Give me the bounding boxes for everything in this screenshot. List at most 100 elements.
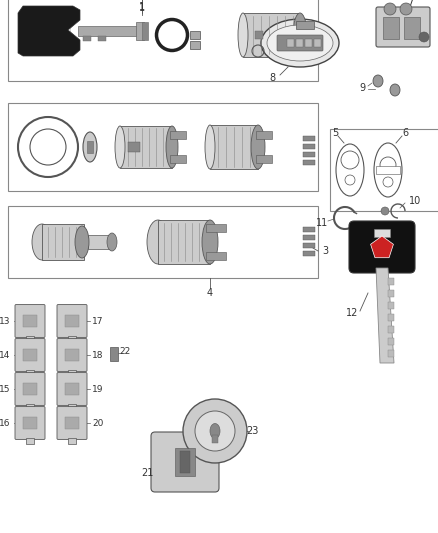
- Bar: [67, 370, 76, 376]
- Bar: [42, 224, 84, 260]
- Polygon shape: [18, 6, 80, 56]
- Bar: [302, 251, 314, 256]
- Text: 19: 19: [92, 384, 103, 393]
- Bar: [302, 159, 314, 165]
- Bar: [78, 26, 140, 36]
- Ellipse shape: [75, 226, 89, 258]
- Text: 4: 4: [206, 288, 212, 298]
- Bar: [65, 350, 79, 361]
- Text: 14: 14: [0, 351, 11, 359]
- Ellipse shape: [209, 424, 219, 439]
- Bar: [120, 126, 172, 168]
- Bar: [67, 403, 76, 410]
- Bar: [387, 290, 393, 297]
- FancyBboxPatch shape: [57, 373, 87, 406]
- Bar: [8, 206, 317, 278]
- Bar: [65, 383, 79, 394]
- Bar: [295, 21, 313, 29]
- Ellipse shape: [292, 13, 306, 57]
- Text: 10: 10: [408, 196, 420, 206]
- Bar: [180, 451, 190, 473]
- Bar: [382, 17, 398, 39]
- Bar: [141, 22, 148, 40]
- Bar: [255, 131, 272, 139]
- Ellipse shape: [32, 224, 52, 260]
- Bar: [387, 338, 393, 345]
- Bar: [65, 417, 79, 429]
- Bar: [67, 438, 76, 444]
- Ellipse shape: [147, 220, 169, 264]
- Bar: [243, 13, 297, 57]
- FancyBboxPatch shape: [57, 407, 87, 439]
- Bar: [190, 31, 200, 39]
- Bar: [23, 417, 37, 429]
- Text: 11: 11: [315, 218, 327, 228]
- Bar: [175, 448, 194, 476]
- Bar: [375, 166, 399, 174]
- Bar: [387, 302, 393, 309]
- Bar: [23, 316, 37, 327]
- Bar: [98, 36, 106, 41]
- Bar: [387, 350, 393, 357]
- Bar: [65, 316, 79, 327]
- Bar: [387, 278, 393, 285]
- Bar: [26, 370, 34, 376]
- Circle shape: [380, 207, 388, 215]
- Bar: [8, 103, 317, 191]
- Circle shape: [399, 3, 411, 15]
- Bar: [23, 383, 37, 394]
- Ellipse shape: [237, 13, 247, 57]
- Text: 16: 16: [0, 418, 11, 427]
- Bar: [295, 41, 313, 49]
- Ellipse shape: [372, 75, 382, 87]
- Text: 3: 3: [321, 246, 327, 256]
- Ellipse shape: [201, 220, 218, 264]
- Ellipse shape: [107, 233, 117, 251]
- FancyBboxPatch shape: [15, 373, 45, 406]
- Bar: [209, 125, 258, 169]
- Bar: [313, 39, 320, 47]
- Bar: [295, 39, 302, 47]
- Bar: [170, 155, 186, 163]
- Bar: [286, 39, 293, 47]
- Text: 9: 9: [358, 83, 364, 93]
- Polygon shape: [370, 236, 392, 258]
- Polygon shape: [375, 268, 393, 363]
- Bar: [128, 142, 140, 152]
- Text: 8: 8: [268, 73, 275, 83]
- Bar: [255, 155, 272, 163]
- Text: 1: 1: [138, 2, 145, 12]
- Bar: [88, 235, 112, 249]
- Bar: [23, 350, 37, 361]
- FancyBboxPatch shape: [276, 35, 322, 51]
- Bar: [8, 0, 317, 81]
- Bar: [302, 235, 314, 240]
- Ellipse shape: [115, 126, 125, 168]
- FancyBboxPatch shape: [15, 304, 45, 337]
- FancyBboxPatch shape: [151, 432, 219, 492]
- Circle shape: [344, 175, 354, 185]
- Bar: [170, 131, 186, 139]
- Text: 23: 23: [245, 426, 258, 436]
- Text: 17: 17: [92, 317, 103, 326]
- FancyBboxPatch shape: [15, 338, 45, 372]
- Text: 6: 6: [401, 128, 407, 138]
- Bar: [403, 17, 419, 39]
- Text: 22: 22: [119, 346, 131, 356]
- Ellipse shape: [266, 25, 332, 61]
- Text: 21: 21: [141, 468, 153, 478]
- Circle shape: [382, 177, 392, 187]
- Bar: [67, 336, 76, 342]
- Circle shape: [194, 411, 234, 451]
- Text: 20: 20: [92, 418, 103, 427]
- Bar: [205, 224, 226, 232]
- Bar: [387, 314, 393, 321]
- Text: 18: 18: [92, 351, 103, 359]
- Bar: [136, 22, 144, 40]
- Text: 7: 7: [406, 0, 412, 8]
- FancyBboxPatch shape: [15, 407, 45, 439]
- Bar: [205, 252, 226, 260]
- Bar: [26, 403, 34, 410]
- Ellipse shape: [83, 132, 97, 162]
- Bar: [387, 326, 393, 333]
